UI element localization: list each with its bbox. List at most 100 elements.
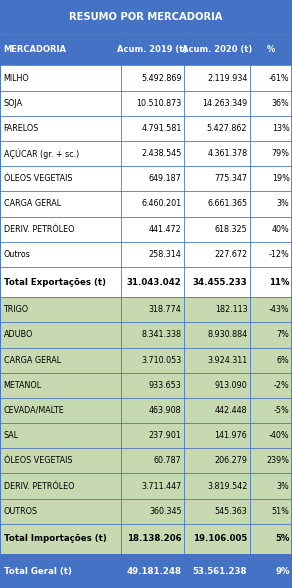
Text: 545.363: 545.363: [215, 507, 247, 516]
Text: 3.819.542: 3.819.542: [207, 482, 247, 490]
Bar: [0, 373, 121, 398]
Text: 6.661.365: 6.661.365: [207, 199, 247, 209]
Bar: [184, 242, 250, 267]
Bar: [121, 554, 184, 588]
Text: 4.361.378: 4.361.378: [207, 149, 247, 158]
Bar: [0, 216, 121, 242]
Bar: [250, 398, 292, 423]
Bar: [250, 65, 292, 91]
Text: 60.787: 60.787: [154, 456, 182, 465]
Text: 618.325: 618.325: [215, 225, 247, 233]
Text: RESUMO POR MERCADORIA: RESUMO POR MERCADORIA: [69, 12, 223, 22]
Text: Total Geral (t): Total Geral (t): [4, 566, 71, 576]
Text: -40%: -40%: [269, 431, 290, 440]
Text: 19.106.005: 19.106.005: [193, 534, 247, 543]
Text: 5%: 5%: [275, 534, 290, 543]
Text: 31.043.042: 31.043.042: [127, 278, 182, 286]
Text: -61%: -61%: [269, 74, 290, 82]
Text: CARGA GERAL: CARGA GERAL: [4, 356, 61, 365]
Text: CARGA GERAL: CARGA GERAL: [4, 199, 61, 209]
Bar: [184, 322, 250, 348]
Bar: [184, 116, 250, 141]
Bar: [121, 348, 184, 373]
Bar: [121, 297, 184, 322]
Bar: [184, 554, 250, 588]
Bar: [184, 267, 250, 297]
Bar: [184, 91, 250, 116]
Text: 237.901: 237.901: [149, 431, 182, 440]
Text: MILHO: MILHO: [4, 74, 29, 82]
Text: 182.113: 182.113: [215, 305, 247, 314]
Bar: [0, 91, 121, 116]
Text: 7%: 7%: [277, 330, 290, 339]
Text: 3%: 3%: [277, 482, 290, 490]
Bar: [184, 141, 250, 166]
Text: 775.347: 775.347: [214, 174, 247, 183]
Text: 34.455.233: 34.455.233: [192, 278, 247, 286]
Bar: [250, 141, 292, 166]
Text: 318.774: 318.774: [149, 305, 182, 314]
Bar: [250, 242, 292, 267]
Bar: [121, 448, 184, 473]
Bar: [250, 166, 292, 191]
Bar: [250, 448, 292, 473]
Text: 239%: 239%: [267, 456, 290, 465]
Bar: [184, 166, 250, 191]
Bar: [184, 216, 250, 242]
Bar: [250, 116, 292, 141]
Text: MERCADORIA: MERCADORIA: [4, 45, 67, 54]
Bar: [250, 348, 292, 373]
Text: Acum. 2019 (t): Acum. 2019 (t): [117, 45, 188, 54]
Bar: [121, 65, 184, 91]
Bar: [121, 322, 184, 348]
Bar: [121, 373, 184, 398]
Bar: [0, 524, 121, 554]
Text: 2.438.545: 2.438.545: [141, 149, 182, 158]
Bar: [184, 398, 250, 423]
Text: Total Importações (t): Total Importações (t): [4, 534, 106, 543]
Bar: [121, 116, 184, 141]
Bar: [250, 191, 292, 216]
Bar: [184, 65, 250, 91]
Text: 913.090: 913.090: [215, 381, 247, 390]
Text: Outros: Outros: [4, 250, 30, 259]
Bar: [184, 423, 250, 448]
Text: OUTROS: OUTROS: [4, 507, 38, 516]
Text: 53.561.238: 53.561.238: [193, 566, 247, 576]
Bar: [0, 499, 121, 524]
Bar: [0, 34, 121, 65]
Text: 258.314: 258.314: [149, 250, 182, 259]
Bar: [121, 473, 184, 499]
Bar: [250, 216, 292, 242]
Bar: [121, 499, 184, 524]
Text: 8.930.884: 8.930.884: [207, 330, 247, 339]
Text: METANOL: METANOL: [4, 381, 42, 390]
Bar: [0, 166, 121, 191]
Text: 360.345: 360.345: [149, 507, 182, 516]
Bar: [250, 499, 292, 524]
Bar: [0, 297, 121, 322]
Text: ÓLEOS VEGETAIS: ÓLEOS VEGETAIS: [4, 174, 72, 183]
Text: 49.181.248: 49.181.248: [127, 566, 182, 576]
Bar: [0, 348, 121, 373]
Text: 442.448: 442.448: [215, 406, 247, 415]
Text: DERIV. PETRÓLEO: DERIV. PETRÓLEO: [4, 225, 74, 233]
Text: 3%: 3%: [277, 199, 290, 209]
Text: 441.472: 441.472: [149, 225, 182, 233]
Bar: [184, 297, 250, 322]
Text: -5%: -5%: [274, 406, 290, 415]
Text: 933.653: 933.653: [149, 381, 182, 390]
Text: 10.510.873: 10.510.873: [136, 99, 182, 108]
Bar: [0, 423, 121, 448]
Bar: [0, 191, 121, 216]
Text: 463.908: 463.908: [149, 406, 182, 415]
Bar: [121, 91, 184, 116]
Bar: [0, 322, 121, 348]
Bar: [0, 554, 121, 588]
Text: 3.711.447: 3.711.447: [141, 482, 182, 490]
Bar: [0, 398, 121, 423]
Text: 11%: 11%: [269, 278, 290, 286]
Text: 36%: 36%: [272, 99, 290, 108]
Bar: [250, 554, 292, 588]
Bar: [250, 373, 292, 398]
